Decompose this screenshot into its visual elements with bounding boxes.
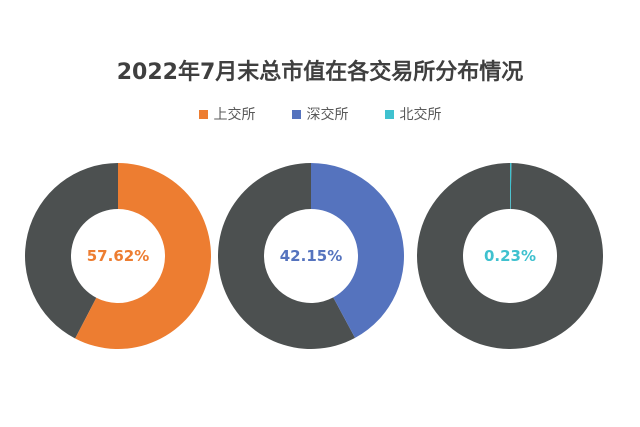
donut-3-value-slice [510,163,512,210]
chart-title: 2022年7月末总市值在各交易所分布情况 [116,60,524,85]
donut-2-value-slice [311,163,404,338]
legend: 上交所 深交所 北交所 [0,104,640,124]
donut-3-percent-label: 0.23% [484,247,536,265]
legend-item-sse: 上交所 [198,104,256,124]
legend-item-bse: 北交所 [384,104,442,124]
legend-swatch-szse [291,109,301,119]
legend-item-szse: 深交所 [291,104,349,124]
donut-1-percent-label: 57.62% [87,247,149,265]
legend-label-sse: 上交所 [213,107,256,123]
legend-label-szse: 深交所 [306,107,349,123]
donut-1-value-slice [75,163,212,349]
donut-2-remainder-slice [217,163,356,350]
donut-1-remainder-slice [25,163,118,339]
donut-2-percent-label: 42.15% [280,247,342,265]
legend-label-bse: 北交所 [399,107,442,123]
legend-swatch-sse [198,109,208,119]
legend-swatch-bse [384,109,394,119]
donut-3-remainder-slice [417,163,604,350]
